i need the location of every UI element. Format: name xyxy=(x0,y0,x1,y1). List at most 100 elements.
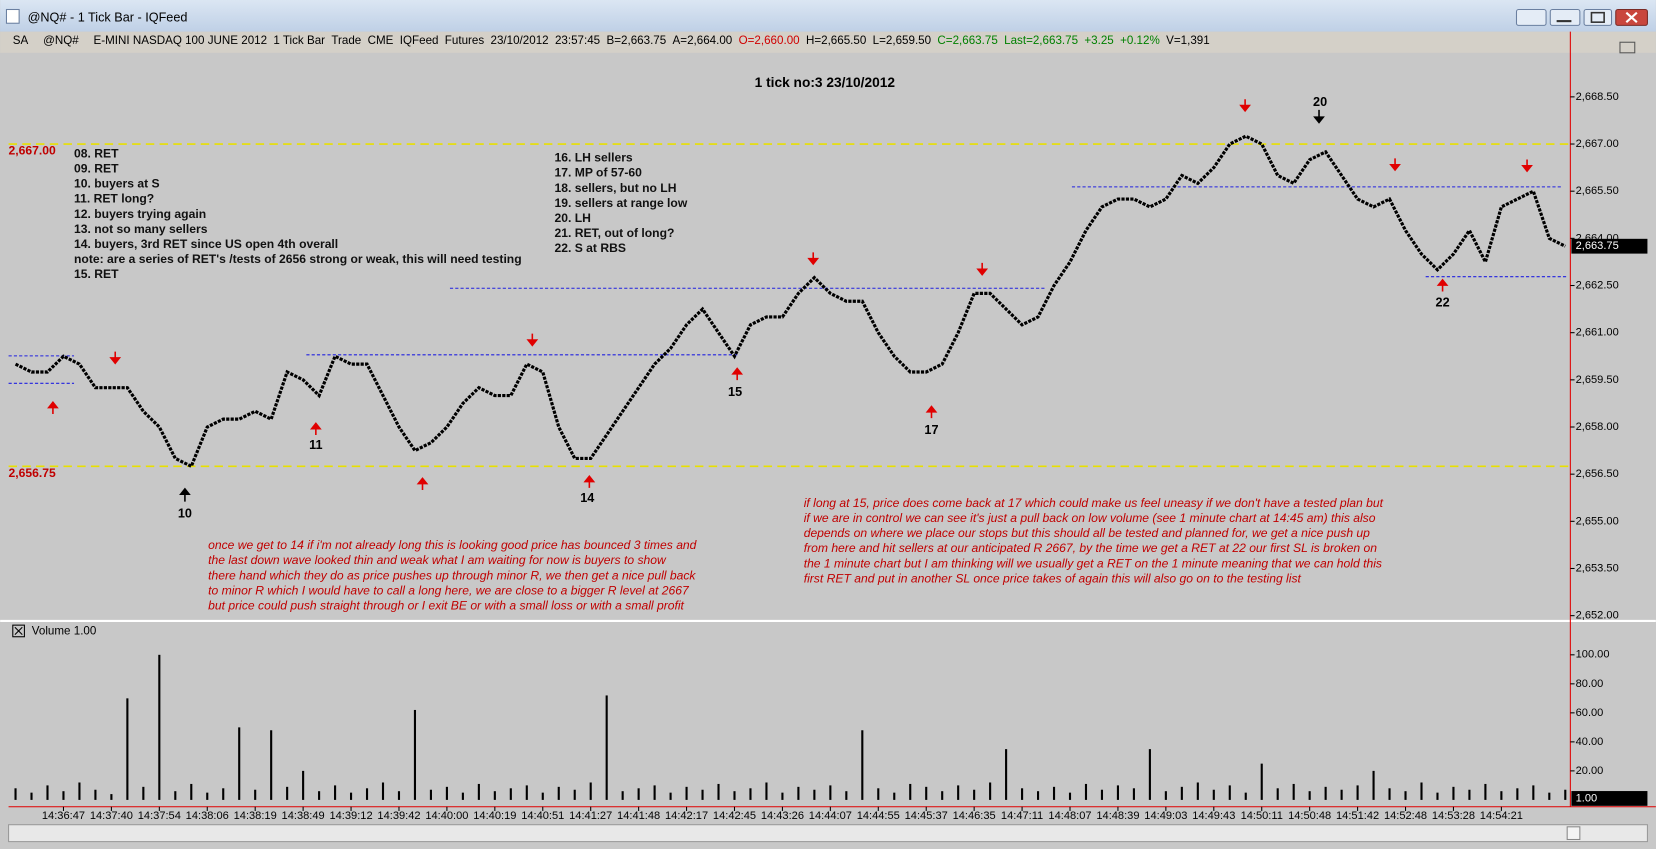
x-tick-label: 14:51:42 xyxy=(1336,810,1379,822)
toolbar-text: O=2,660.00 xyxy=(739,34,800,47)
note-line: 11. RET long? xyxy=(74,192,154,206)
volume-bar xyxy=(286,786,289,800)
level-label: 2,667.00 xyxy=(9,144,56,158)
volume-bar xyxy=(1468,789,1471,800)
volume-bar xyxy=(1420,782,1423,800)
x-tick-label: 14:47:11 xyxy=(1001,810,1043,822)
volume-bar xyxy=(46,785,49,800)
y-tick-label: 2,659.50 xyxy=(1576,374,1619,386)
volume-bar xyxy=(1260,763,1263,800)
comment-line: if long at 15, price does come back at 1… xyxy=(804,496,1384,510)
volume-bar xyxy=(1340,789,1343,800)
annotation: 11 xyxy=(309,438,322,452)
y2-tick-label: 40.00 xyxy=(1576,736,1604,748)
down-arrow xyxy=(109,351,122,365)
volume-bar xyxy=(429,789,432,800)
y-tick-label: 2,665.50 xyxy=(1576,185,1619,197)
volume-bar xyxy=(941,791,944,800)
up-arrow xyxy=(416,477,429,490)
y-tick-label: 2,658.00 xyxy=(1576,421,1619,433)
volume-bar xyxy=(206,792,209,800)
volume-bar xyxy=(1068,792,1072,800)
price-line xyxy=(14,134,1566,469)
down-arrow xyxy=(1521,159,1533,173)
volume-bar xyxy=(1388,788,1391,800)
down-arrow xyxy=(1313,109,1325,124)
volume-bar xyxy=(1212,789,1215,800)
volume-bar xyxy=(1452,786,1455,800)
toolbar-text: E-MINI NASDAQ 100 JUNE 2012 xyxy=(94,34,268,47)
volume-bar xyxy=(158,654,161,800)
volume-bar xyxy=(1548,792,1551,800)
volume-bar xyxy=(1516,788,1519,800)
down-arrow xyxy=(976,262,989,276)
comment-line: the 1 minute chart but I am thinking wil… xyxy=(804,556,1382,570)
volume-bar xyxy=(1484,783,1487,800)
note-line: 10. buyers at S xyxy=(74,177,160,191)
last-volume-label: 1.00 xyxy=(1576,792,1598,804)
volume-bar xyxy=(781,792,784,800)
volume-bar xyxy=(349,792,353,800)
scroll-thumb[interactable] xyxy=(1566,826,1581,841)
x-tick-label: 14:54:21 xyxy=(1480,810,1523,822)
volume-bar xyxy=(733,791,736,800)
volume-bar xyxy=(1036,791,1040,800)
annotation: 15 xyxy=(728,385,742,399)
toolbar-text: SA xyxy=(13,34,29,47)
x-tick-label: 14:46:35 xyxy=(953,810,996,822)
horizontal-scrollbar[interactable] xyxy=(8,824,1648,843)
chart-title: 1 tick no:3 23/10/2012 xyxy=(755,75,896,90)
x-tick-label: 14:49:03 xyxy=(1144,810,1187,822)
x-tick-label: 14:38:06 xyxy=(186,810,229,822)
window-controls xyxy=(1515,8,1648,26)
annotation: 22 xyxy=(1436,295,1450,309)
volume-bar xyxy=(829,785,832,800)
x-tick-label: 14:45:37 xyxy=(905,810,948,822)
volume-bar xyxy=(749,788,752,800)
annotation: 14 xyxy=(580,491,594,505)
volume-bar xyxy=(477,783,480,800)
level-label: 2,656.75 xyxy=(9,466,56,480)
comment-line: once we get to 14 if i'm not already lon… xyxy=(208,538,698,552)
volume-bar xyxy=(302,770,305,800)
up-arrow xyxy=(925,405,938,419)
x-tick-label: 14:36:47 xyxy=(42,810,85,822)
volume-bar xyxy=(637,788,640,800)
volume-bar xyxy=(190,783,193,800)
volume-bar xyxy=(845,791,848,800)
volume-close-box[interactable] xyxy=(12,624,25,638)
y2-tick-label: 100.00 xyxy=(1576,649,1610,661)
volume-bar xyxy=(365,788,369,800)
volume-bar xyxy=(765,782,768,800)
volume-bar xyxy=(1164,791,1167,800)
volume-bar xyxy=(1180,786,1183,800)
volume-bar xyxy=(1372,770,1375,800)
restore-button[interactable] xyxy=(1515,8,1547,26)
up-arrow xyxy=(731,367,744,381)
volume-bar xyxy=(541,792,544,800)
toolbar-text: V=1,391 xyxy=(1166,34,1210,47)
volume-bar xyxy=(1308,791,1311,800)
volume-bar xyxy=(94,789,97,800)
note-line: 09. RET xyxy=(74,161,119,175)
x-tick-label: 14:42:45 xyxy=(713,810,756,822)
x-tick-label: 14:41:27 xyxy=(569,810,612,822)
volume-bar xyxy=(142,786,145,800)
volume-bar xyxy=(685,786,688,800)
toolbar-text: H=2,665.50 xyxy=(806,34,866,47)
toolbar-items: SA @NQ# E-MINI NASDAQ 100 JUNE 2012 1 Tick … xyxy=(13,34,1210,47)
volume-bar xyxy=(973,789,976,800)
volume-bar xyxy=(222,788,225,800)
volume-bar xyxy=(525,785,528,800)
volume-bar xyxy=(270,730,273,800)
volume-bar xyxy=(1324,786,1327,800)
y2-tick-label: 80.00 xyxy=(1576,678,1604,690)
volume-bar xyxy=(1276,788,1279,800)
y2-tick-label: 60.00 xyxy=(1576,707,1604,719)
minimize-button[interactable] xyxy=(1549,8,1581,26)
up-arrow xyxy=(179,487,191,502)
x-tick-label: 14:48:39 xyxy=(1096,810,1139,822)
y-tick-label: 2,668.50 xyxy=(1576,91,1619,103)
x-tick-label: 14:44:55 xyxy=(857,810,900,822)
